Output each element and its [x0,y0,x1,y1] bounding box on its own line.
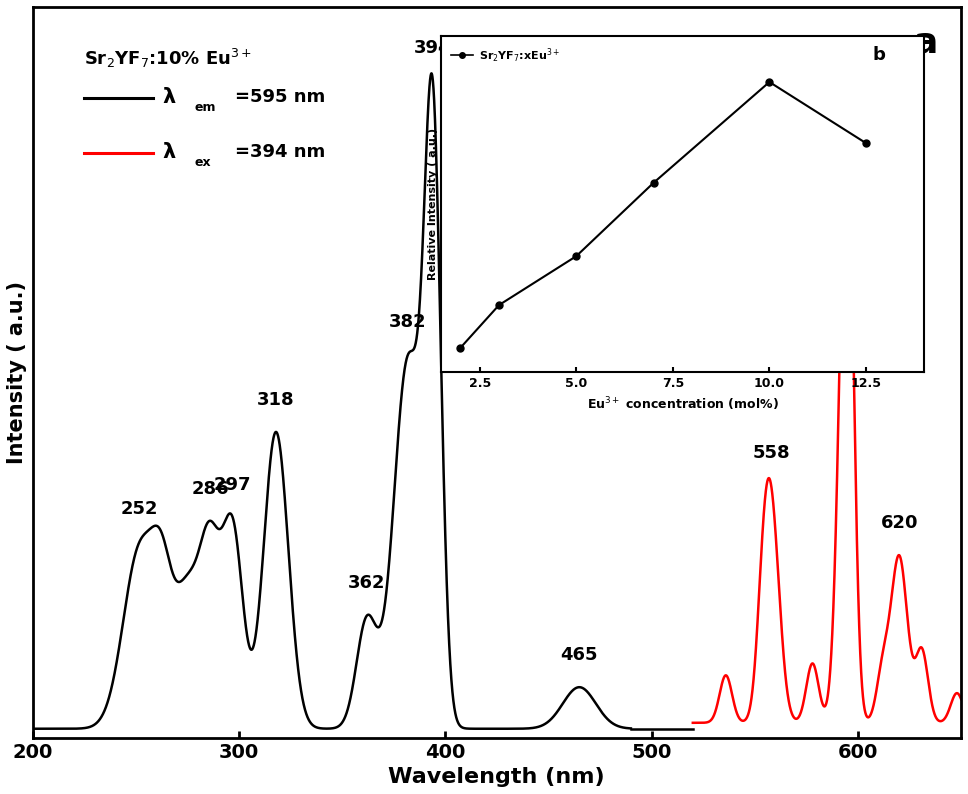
X-axis label: Wavelength (nm): Wavelength (nm) [388,767,605,787]
Text: 465: 465 [560,646,598,664]
Text: 286: 286 [191,480,228,498]
Text: 252: 252 [121,500,159,518]
Text: $\mathbf{\lambda}$: $\mathbf{\lambda}$ [163,87,177,107]
Text: 382: 382 [389,313,427,331]
Text: 394: 394 [414,39,451,57]
Text: ex: ex [195,156,212,169]
Text: 362: 362 [348,575,385,592]
Text: a: a [914,25,938,60]
Text: =595 nm: =595 nm [235,88,325,106]
Text: em: em [195,102,217,114]
Text: 620: 620 [881,514,918,532]
Text: 595: 595 [829,69,866,87]
Text: 318: 318 [257,391,295,409]
Text: $\mathbf{\lambda}$: $\mathbf{\lambda}$ [163,141,177,162]
Y-axis label: Intensity ( a.u.): Intensity ( a.u.) [7,281,27,464]
Text: Sr$_2$YF$_7$:10% Eu$^{3+}$: Sr$_2$YF$_7$:10% Eu$^{3+}$ [83,47,252,70]
Text: 558: 558 [752,445,790,462]
Text: 297: 297 [214,476,252,494]
Text: =394 nm: =394 nm [235,143,325,160]
